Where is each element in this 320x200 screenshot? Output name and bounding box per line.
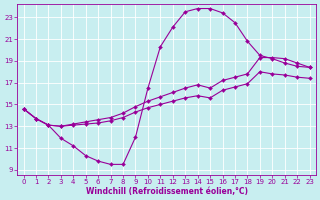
X-axis label: Windchill (Refroidissement éolien,°C): Windchill (Refroidissement éolien,°C) bbox=[85, 187, 248, 196]
